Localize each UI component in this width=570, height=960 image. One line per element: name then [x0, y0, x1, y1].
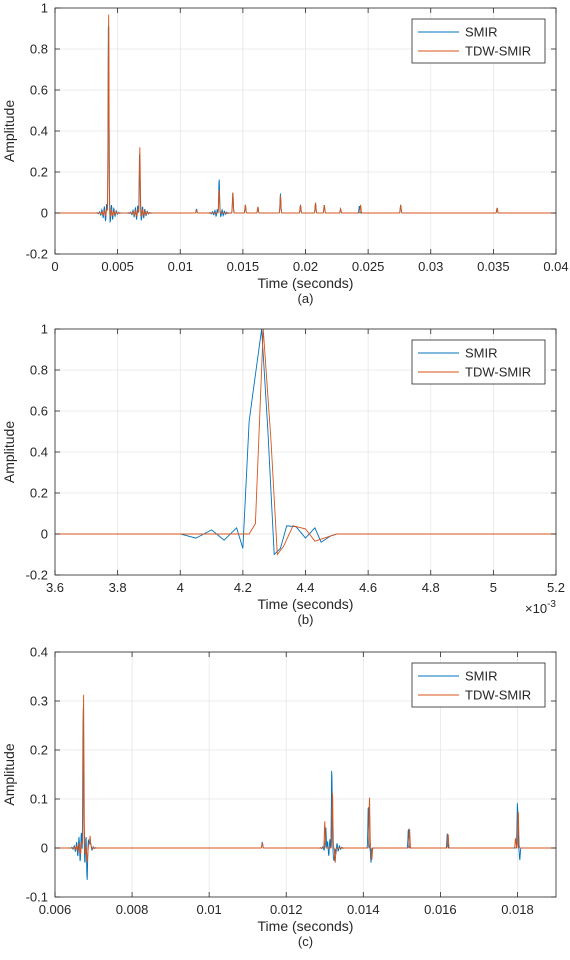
x-axis-label: Time (seconds) [258, 275, 354, 291]
legend-box [411, 18, 546, 64]
x-exponent-label: ×10-3 [525, 599, 556, 616]
legend-label: TDW-SMIR [465, 365, 531, 380]
x-axis-label: Time (seconds) [258, 596, 354, 612]
y-tick-label: 0.2 [30, 165, 48, 180]
x-tick-label: 0.04 [543, 259, 568, 274]
x-tick-label: 0.015 [227, 259, 260, 274]
x-tick-label: 0.01 [168, 259, 193, 274]
y-tick-label: 0.3 [30, 694, 48, 709]
x-tick-label: 0 [51, 259, 58, 274]
y-tick-label: 0.6 [30, 83, 48, 98]
y-tick-label: 1 [41, 1, 48, 16]
legend-label: SMIR [465, 669, 498, 684]
y-tick-label: 0 [41, 527, 48, 542]
panel-caption: (b) [298, 612, 314, 627]
legend-box [411, 662, 546, 708]
y-tick-label: -0.1 [26, 890, 48, 905]
x-tick-label: 0.01 [196, 902, 221, 917]
x-tick-label: 0.025 [352, 259, 385, 274]
x-tick-label: 0.005 [101, 259, 134, 274]
x-tick-label: 5 [490, 580, 497, 595]
legend: SMIR TDW-SMIR [411, 339, 546, 385]
panel-caption: (a) [298, 291, 314, 306]
x-tick-label: 3.6 [46, 580, 64, 595]
x-tick-label: 5.2 [547, 580, 565, 595]
chart-panel-1: 0 0.005 0.01 0.015 0.02 0.025 0.03 0.035 0.04 -0.… [1, 1, 569, 307]
y-axis-label: Amplitude [1, 421, 17, 483]
y-tick-label: 0.8 [30, 363, 48, 378]
x-tick-label: 0.012 [270, 902, 303, 917]
panel-caption: (c) [298, 934, 313, 949]
legend-label: TDW-SMIR [465, 44, 531, 59]
y-tick-label: 0.2 [30, 486, 48, 501]
x-tick-label: 0.03 [418, 259, 443, 274]
x-axis-label: Time (seconds) [258, 918, 354, 934]
chart-panel-3: 0.006 0.008 0.01 0.012 0.014 0.016 0.018 -0.1 0 0… [1, 645, 557, 949]
x-tick-label: 4.8 [422, 580, 440, 595]
series-line-tdw-smir [55, 14, 556, 218]
y-tick-label: -0.2 [26, 568, 48, 583]
y-tick-label: 0 [41, 206, 48, 221]
legend-label: SMIR [465, 346, 498, 361]
x-tick-label: 3.8 [109, 580, 127, 595]
x-exponent-power: -3 [547, 599, 556, 610]
y-tick-label: 0.4 [30, 445, 48, 460]
x-tick-label: 4.2 [234, 580, 252, 595]
y-tick-label: 0.6 [30, 404, 48, 419]
y-tick-label: -0.2 [26, 247, 48, 262]
legend-label: SMIR [465, 25, 498, 40]
legend-label: TDW-SMIR [465, 688, 531, 703]
y-tick-label: 0.4 [30, 124, 48, 139]
y-tick-label: 0.4 [30, 645, 48, 660]
y-tick-label: 0 [41, 841, 48, 856]
x-tick-label: 4 [177, 580, 184, 595]
chart-panel-2: 3.6 3.8 4 4.2 4.4 4.6 4.8 5 5.2 -0.2 0 0.2 0.4 0.6 0.8… [1, 322, 565, 628]
x-tick-label: 0.016 [424, 902, 457, 917]
y-tick-label: 1 [41, 322, 48, 337]
legend-box [411, 339, 546, 385]
series-line-tdw-smir [55, 329, 556, 556]
y-tick-label: 0.1 [30, 792, 48, 807]
x-tick-label: 0.018 [501, 902, 534, 917]
y-tick-label: 0.2 [30, 743, 48, 758]
legend: SMIR TDW-SMIR [411, 18, 546, 64]
y-axis-label: Amplitude [1, 100, 17, 162]
x-tick-label: 4.4 [296, 580, 314, 595]
y-tick-label: 0.8 [30, 42, 48, 57]
series-line-tdw-smir [55, 694, 556, 863]
x-tick-label: 4.6 [359, 580, 377, 595]
y-axis-label: Amplitude [1, 743, 17, 805]
x-tick-label: 0.035 [477, 259, 510, 274]
x-tick-label: 0.014 [347, 902, 380, 917]
x-tick-label: 0.006 [39, 902, 72, 917]
x-tick-label: 0.02 [293, 259, 318, 274]
axes-box [54, 651, 557, 898]
x-tick-label: 0.008 [116, 902, 149, 917]
legend: SMIR TDW-SMIR [411, 662, 546, 708]
